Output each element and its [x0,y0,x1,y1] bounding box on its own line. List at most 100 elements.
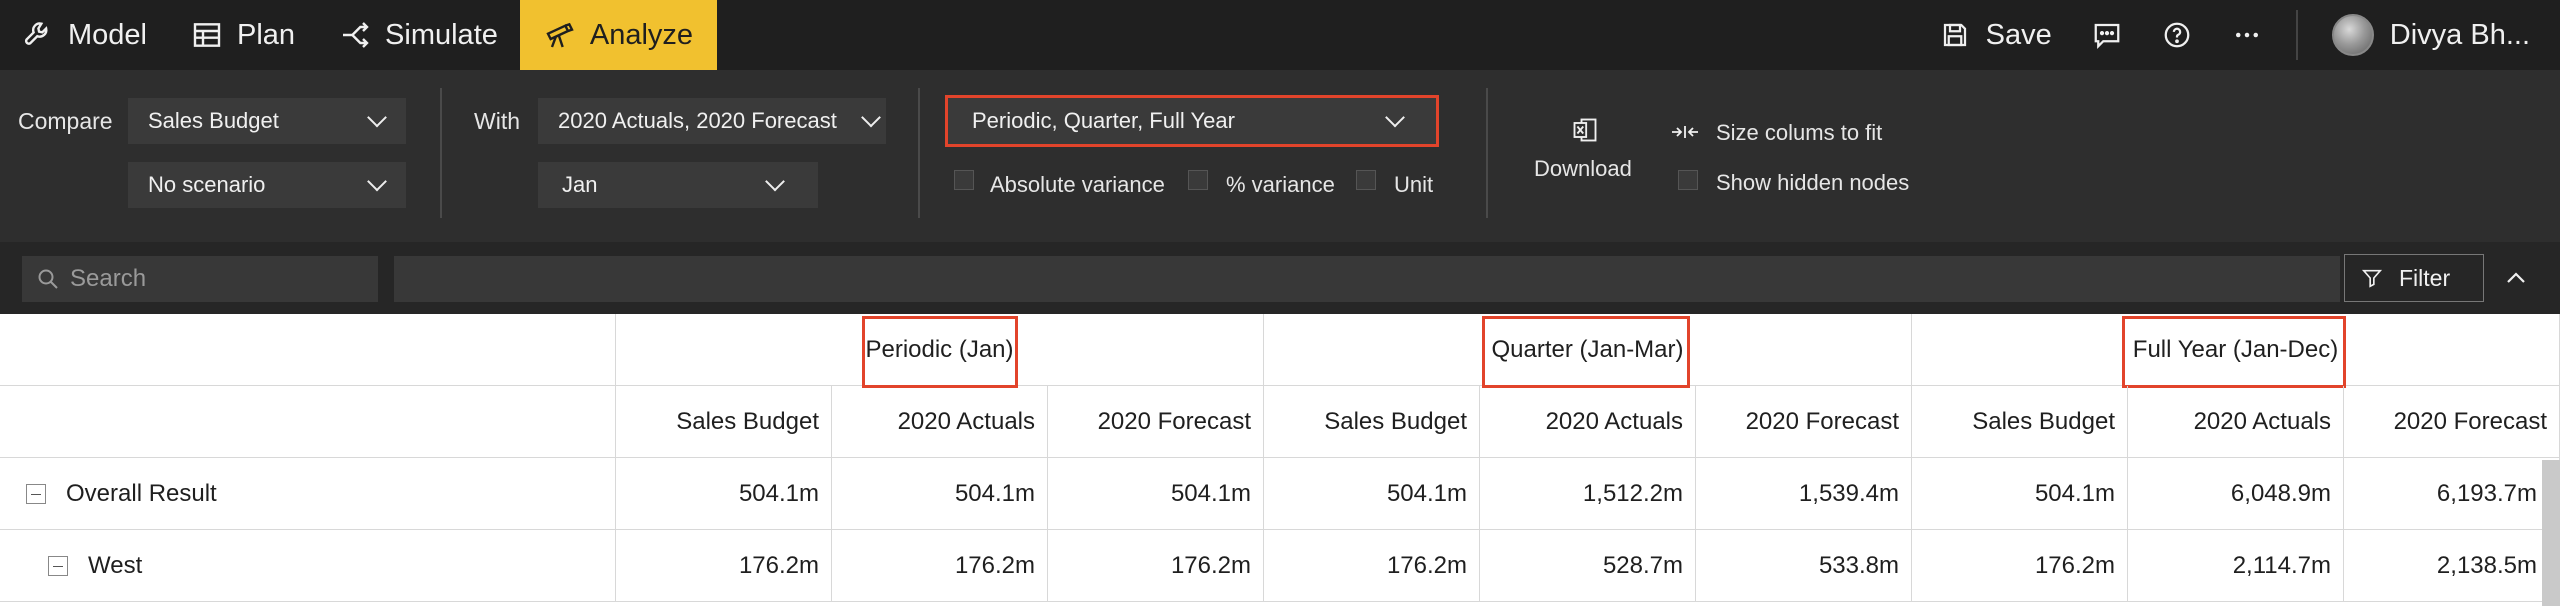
table-cell[interactable]: 176.2m [1264,530,1480,602]
table-cell[interactable]: 176.2m [1912,530,2128,602]
divider [918,88,920,218]
column-header-label: 2020 Forecast [2393,407,2547,435]
filter-label: Filter [2399,264,2451,291]
download-button[interactable]: Download [1530,116,1640,196]
period-value: Periodic, Quarter, Full Year [972,108,1235,133]
nav-plan[interactable]: Plan [169,0,317,70]
filter-button[interactable]: Filter [2344,254,2484,302]
size-columns-label: Size colums to fit [1716,120,1883,145]
column-header-label: Sales Budget [1324,407,1467,435]
cell-value: 6,193.7m [2436,479,2537,507]
vertical-scrollbar[interactable] [2542,460,2560,606]
size-columns-button[interactable]: Size colums to fit [1670,116,1910,150]
cell-value: 2,114.7m [2232,551,2331,579]
cell-value: 2,138.5m [2436,551,2537,579]
column-header[interactable]: Sales Budget [1912,386,2128,458]
user-menu[interactable]: Divya Bh... [2312,0,2560,70]
more-options-button[interactable] [2212,0,2282,70]
table-cell[interactable]: 504.1m [1912,458,2128,530]
cell-value: 1,539.4m [1798,479,1899,507]
table-cell[interactable]: 1,512.2m [1480,458,1696,530]
table-cell[interactable]: 176.2m [832,530,1048,602]
table-cell[interactable]: 528.7m [1480,530,1696,602]
excel-icon [1573,118,1597,142]
period-dropdown[interactable]: Periodic, Quarter, Full Year [945,95,1439,147]
table-cell[interactable]: 504.1m [616,458,832,530]
table-cell[interactable]: 504.1m [1048,458,1264,530]
compare-dropdown[interactable]: Sales Budget [128,98,406,144]
table-corner [0,386,616,458]
month-value: Jan [562,172,598,197]
with-value: 2020 Actuals, 2020 Forecast [558,108,837,133]
table-cell[interactable]: 176.2m [1048,530,1264,602]
nav-analyze[interactable]: Analyze [519,0,718,70]
cell-value: 504.1m [738,479,819,507]
table-cell[interactable]: 533.8m [1696,530,1912,602]
table-cell[interactable]: 2,114.7m [2128,530,2344,602]
comments-button[interactable] [2072,0,2142,70]
percent-variance-checkbox[interactable] [1188,170,1208,190]
cell-value: 528.7m [1602,551,1683,579]
with-dropdown[interactable]: 2020 Actuals, 2020 Forecast [538,98,886,144]
table-cell[interactable]: 2,138.5m [2344,530,2560,602]
collapse-node-icon[interactable] [48,555,68,576]
divider [440,88,442,218]
table-cell[interactable]: 6,048.9m [2128,458,2344,530]
table-icon [193,23,221,47]
column-header[interactable]: 2020 Forecast [1048,386,1264,458]
unit-checkbox[interactable] [1356,170,1376,190]
search-icon [38,269,58,289]
avatar [2331,14,2374,56]
chevron-up-icon [2507,272,2525,283]
highlight-box [1482,316,1690,388]
divider [1486,88,1488,218]
nav-model-label: Model [68,18,147,51]
chevron-down-icon [367,171,387,192]
table-corner [0,314,616,386]
filter-expression-bar[interactable] [394,256,2340,302]
table-row-label[interactable]: Overall Result [0,458,616,530]
column-header[interactable]: 2020 Forecast [1696,386,1912,458]
cell-value: 1,512.2m [1582,479,1683,507]
column-header[interactable]: Sales Budget [616,386,832,458]
search-input[interactable]: Search [22,256,378,302]
with-label: With [474,108,520,134]
cell-value: 504.1m [1170,479,1251,507]
help-button[interactable] [2142,0,2212,70]
top-nav-bar: Model Plan Simulate Analyze Save [0,0,2560,70]
collapse-button[interactable] [2494,254,2538,302]
column-header[interactable]: 2020 Actuals [1480,386,1696,458]
table-cell[interactable]: 176.2m [616,530,832,602]
wrench-icon [24,22,48,45]
table-cell[interactable]: 504.1m [1264,458,1480,530]
download-label: Download [1534,156,1632,181]
cell-value: 176.2m [954,551,1035,579]
nav-simulate-label: Simulate [385,18,498,51]
table-cell[interactable]: 6,193.7m [2344,458,2560,530]
scenario-dropdown[interactable]: No scenario [128,162,406,208]
column-header-label: 2020 Actuals [2193,407,2331,435]
absolute-variance-checkbox[interactable] [954,170,974,190]
nav-simulate[interactable]: Simulate [317,0,520,70]
more-icon [2235,32,2258,38]
column-header-label: Sales Budget [1972,407,2115,435]
telescope-icon [546,22,574,48]
cell-value: 533.8m [1818,551,1899,579]
month-dropdown[interactable]: Jan [538,162,818,208]
column-header[interactable]: 2020 Actuals [2128,386,2344,458]
show-hidden-checkbox[interactable] [1678,170,1698,190]
column-header-label: 2020 Actuals [1545,407,1683,435]
column-header[interactable]: 2020 Forecast [2344,386,2560,458]
table-cell[interactable]: 504.1m [832,458,1048,530]
cell-value: 504.1m [954,479,1035,507]
column-header[interactable]: 2020 Actuals [832,386,1048,458]
nav-model[interactable]: Model [0,0,169,70]
collapse-node-icon[interactable] [26,483,46,504]
table-row-label[interactable]: West [0,530,616,602]
cell-value: 176.2m [738,551,819,579]
table-cell[interactable]: 1,539.4m [1696,458,1912,530]
column-header[interactable]: Sales Budget [1264,386,1480,458]
save-button[interactable]: Save [1920,0,2072,70]
scenario-value: No scenario [148,172,266,197]
